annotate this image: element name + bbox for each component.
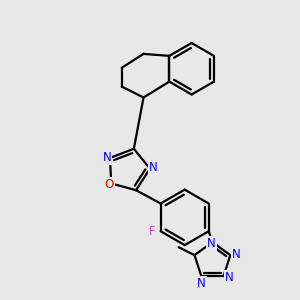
Text: N: N xyxy=(103,152,111,164)
Text: O: O xyxy=(105,178,114,191)
Text: N: N xyxy=(148,161,157,174)
Text: N: N xyxy=(232,248,241,261)
Text: N: N xyxy=(207,237,216,250)
Text: F: F xyxy=(148,225,155,238)
Text: N: N xyxy=(225,271,234,284)
Text: N: N xyxy=(197,277,206,290)
